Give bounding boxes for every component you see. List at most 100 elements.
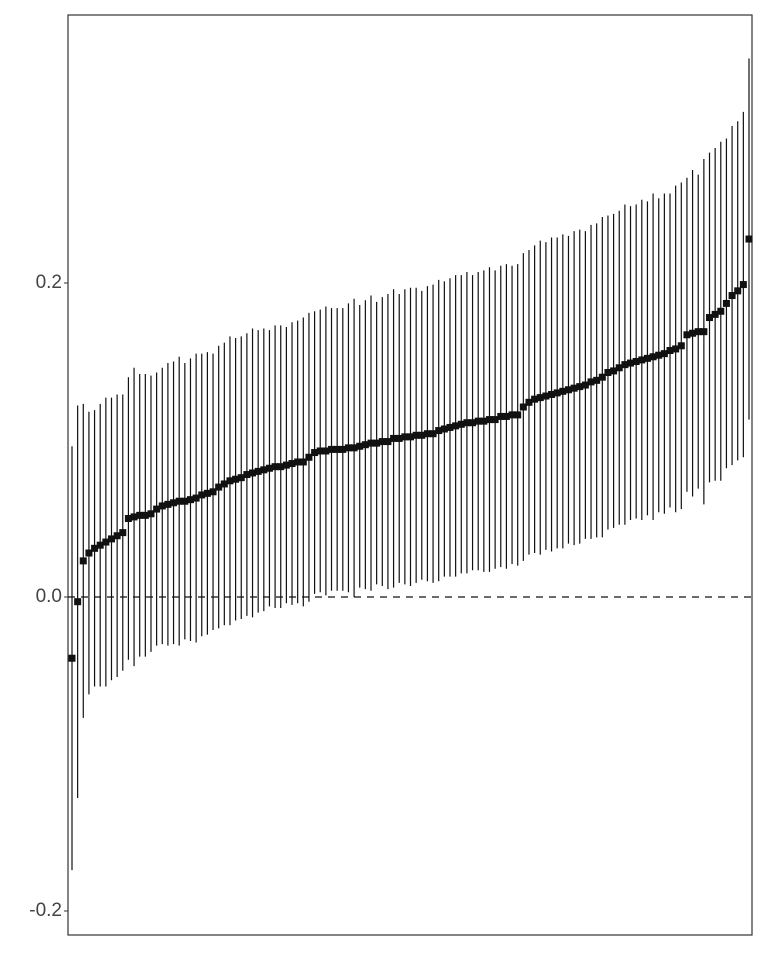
point	[203, 489, 211, 497]
point	[175, 497, 183, 505]
point	[237, 474, 245, 482]
point	[559, 387, 567, 395]
point	[627, 359, 635, 367]
point	[446, 423, 454, 431]
point	[502, 412, 510, 420]
point	[536, 394, 544, 402]
point	[412, 431, 420, 439]
point	[655, 351, 663, 359]
point	[299, 458, 307, 466]
point	[220, 480, 228, 488]
point	[339, 445, 347, 453]
point	[147, 510, 155, 518]
point	[457, 420, 465, 428]
point	[265, 464, 273, 472]
point	[615, 364, 623, 372]
point	[68, 654, 76, 662]
point	[734, 287, 742, 295]
point	[553, 389, 561, 397]
point	[186, 496, 194, 504]
point	[113, 532, 121, 540]
point	[485, 416, 493, 424]
y-tick-label: -0.2	[29, 900, 62, 921]
point	[305, 453, 313, 461]
point	[491, 416, 499, 424]
point	[621, 361, 629, 369]
point	[378, 438, 386, 446]
point	[649, 353, 657, 361]
point	[570, 384, 578, 392]
point	[514, 411, 522, 419]
point	[333, 445, 341, 453]
point	[401, 433, 409, 441]
point	[418, 431, 426, 439]
point	[508, 411, 516, 419]
point	[519, 403, 527, 411]
point	[294, 458, 302, 466]
point	[429, 430, 437, 438]
point	[598, 373, 606, 381]
point	[85, 549, 93, 557]
point	[277, 463, 285, 471]
point	[587, 378, 595, 386]
point	[249, 469, 257, 477]
point	[181, 497, 189, 505]
point	[683, 331, 691, 339]
point	[124, 514, 132, 522]
point	[694, 328, 702, 336]
point	[745, 235, 753, 243]
point	[525, 398, 533, 406]
point	[548, 390, 556, 398]
point	[542, 392, 550, 400]
point	[361, 441, 369, 449]
point	[564, 386, 572, 394]
point	[711, 310, 719, 318]
point	[384, 438, 392, 446]
point	[452, 422, 460, 430]
point	[717, 307, 725, 315]
point	[141, 511, 149, 519]
point	[677, 342, 685, 350]
point	[660, 350, 668, 358]
point	[198, 491, 206, 499]
plot-frame	[67, 14, 753, 936]
point	[215, 483, 223, 491]
point	[153, 505, 161, 513]
point	[158, 502, 166, 510]
point	[593, 376, 601, 384]
point	[610, 367, 618, 375]
point	[102, 538, 110, 546]
point	[531, 395, 539, 403]
point	[576, 383, 584, 391]
point	[722, 299, 730, 307]
point	[700, 328, 708, 336]
point	[288, 460, 296, 468]
point	[390, 434, 398, 442]
point	[739, 281, 747, 289]
point	[643, 354, 651, 362]
point	[350, 444, 358, 452]
point	[328, 445, 336, 453]
point	[316, 447, 324, 455]
point	[170, 499, 178, 507]
point	[480, 417, 488, 425]
point	[164, 500, 172, 508]
point	[581, 381, 589, 389]
point	[474, 417, 482, 425]
point	[367, 439, 375, 447]
point	[469, 419, 477, 427]
point	[395, 434, 403, 442]
point	[638, 356, 646, 364]
point	[435, 427, 443, 435]
point	[96, 541, 104, 549]
point	[260, 466, 268, 474]
point	[226, 477, 234, 485]
point	[672, 345, 680, 353]
point	[74, 598, 82, 606]
point	[356, 442, 364, 450]
point	[107, 535, 115, 543]
point	[407, 433, 414, 441]
point	[136, 511, 144, 519]
point	[282, 461, 290, 469]
